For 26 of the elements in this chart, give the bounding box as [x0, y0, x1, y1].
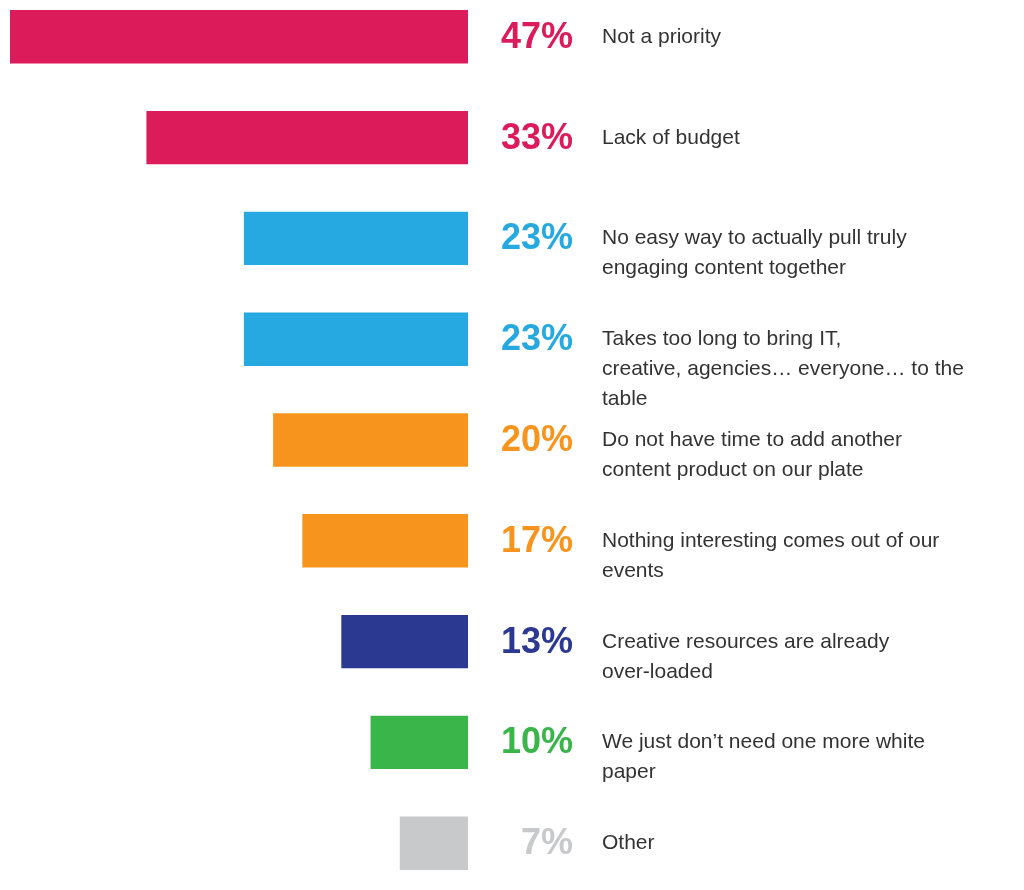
y-tick-label: Other: [602, 830, 655, 854]
bar: [341, 614, 468, 669]
y-tick-label: We just don’t need one more white paper: [602, 729, 925, 783]
bar: [243, 312, 468, 366]
bar: [302, 514, 468, 568]
bar: [10, 10, 468, 64]
data-label: 17%: [500, 518, 573, 560]
data-label: 10%: [500, 720, 573, 762]
y-tick-label: Lack of budget: [602, 124, 740, 148]
y-tick-label: Do not have time to add another content product on our plate: [602, 427, 903, 480]
bar: [370, 715, 468, 770]
data-label: 20%: [500, 418, 573, 459]
data-label: 23%: [500, 317, 573, 359]
data-label: 47%: [500, 14, 573, 56]
data-label: 33%: [500, 115, 573, 157]
data-label: 23%: [500, 216, 573, 258]
bar: [399, 816, 468, 870]
bar: [243, 211, 468, 266]
data-label: 13%: [500, 619, 573, 661]
y-tick-label: Creative resources are already over-loaded: [602, 628, 890, 682]
y-tick-label: No easy way to actually pull truly engaging content together: [602, 225, 908, 279]
y-tick-label: Takes too long to bring IT, creative, agencies… everyone… to the table: [602, 326, 964, 410]
y-tick-label: Nothing interesting comes out of our events: [602, 527, 940, 581]
bar: [146, 110, 468, 165]
bar: [273, 413, 468, 467]
y-tick-label: Not a priority: [602, 23, 722, 47]
